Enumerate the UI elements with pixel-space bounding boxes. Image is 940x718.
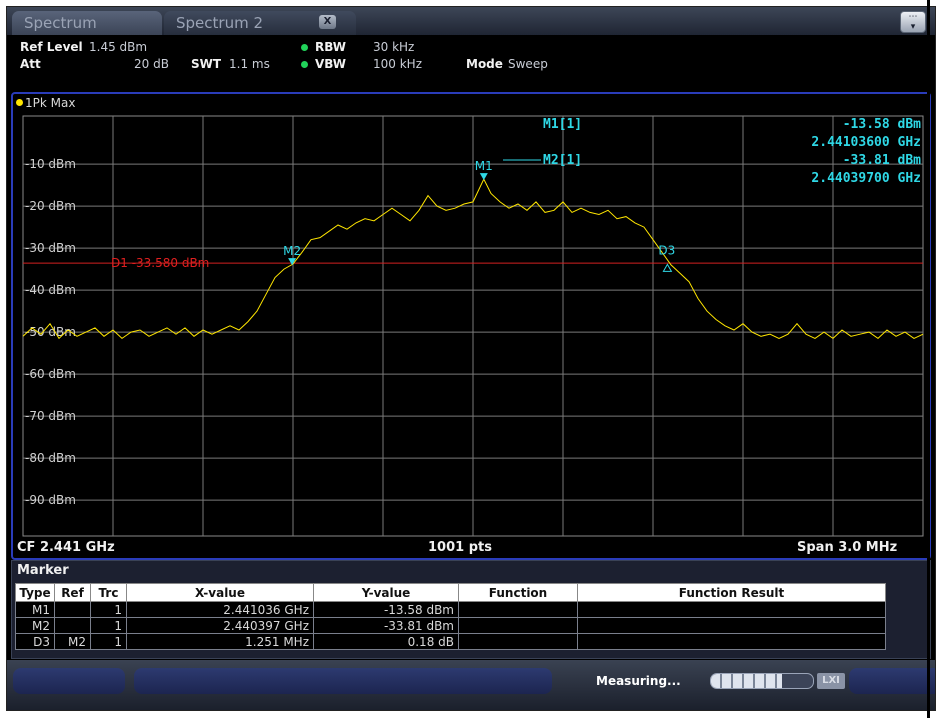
sweep-points: 1001 pts: [428, 540, 492, 555]
cell: 2.440397 GHz: [126, 617, 314, 634]
cell: 0.18 dB: [313, 633, 459, 650]
readout-m2-name: M2[1]: [543, 153, 582, 168]
readout-m1-name: M1[1]: [543, 117, 582, 132]
y-tick-label: -20 dBm: [25, 199, 76, 213]
tab-spectrum[interactable]: Spectrum: [12, 11, 162, 35]
sweep-progress-fill: [711, 674, 783, 688]
readout-m2-level: -33.81 dBm: [843, 153, 921, 168]
y-tick-label: -60 dBm: [25, 367, 76, 381]
cell: [577, 633, 886, 650]
cell: M2: [54, 633, 91, 650]
cell: 1.251 MHz: [126, 633, 314, 650]
cell: [458, 633, 578, 650]
trace-label: 1Pk Max: [16, 96, 75, 110]
vbw-value: 100 kHz: [373, 57, 422, 71]
table-row[interactable]: M2 1 2.440397 GHz -33.81 dBm: [15, 617, 886, 634]
marker-symbol-m2: [288, 258, 297, 266]
y-tick-label: -90 dBm: [25, 493, 76, 507]
status-message-field: [134, 668, 552, 694]
att-label: Att: [20, 57, 41, 71]
vbw-label: VBW: [315, 57, 347, 71]
att-value: 20 dB: [134, 57, 169, 71]
table-row[interactable]: D3 M2 1 1.251 MHz 0.18 dB: [15, 633, 886, 650]
mode-value: Sweep: [508, 57, 548, 71]
rbw-label: RBW: [315, 40, 346, 54]
frequency-span: Span 3.0 MHz: [797, 540, 898, 555]
col-function-result: Function Result: [577, 583, 886, 602]
table-row[interactable]: M1 1 2.441036 GHz -13.58 dBm: [15, 601, 886, 618]
col-y-value: Y-value: [313, 583, 459, 602]
center-frequency: CF 2.441 GHz: [17, 540, 115, 555]
rbw-value: 30 kHz: [373, 40, 415, 54]
y-tick-label: -30 dBm: [25, 241, 76, 255]
cell: D3: [15, 633, 55, 650]
cell: [577, 617, 886, 634]
col-ref: Ref: [54, 583, 91, 602]
readout-m2-frequency: 2.44039700 GHz: [811, 171, 921, 186]
rbw-coupled-indicator: [301, 44, 308, 51]
swt-label: SWT: [191, 57, 222, 71]
cell: 2.441036 GHz: [126, 601, 314, 618]
col-trc: Trc: [90, 583, 127, 602]
marker-symbol-m1: [479, 173, 488, 181]
spectrum-display[interactable]: -10 dBm -20 dBm -30 dBm -40 dBm -50 dBm -60 d…: [11, 92, 931, 560]
vbw-coupled-indicator: [301, 61, 308, 68]
tab-bar: Spectrum Spectrum 2 X ⋯ ▾: [7, 7, 935, 35]
col-function: Function: [458, 583, 578, 602]
y-tick-label: -50 dBm: [25, 325, 76, 339]
status-text: Measuring...: [596, 674, 681, 688]
trace-1-line: [22, 177, 924, 340]
marker-table-panel: Marker Type Ref Trc X-value Y-value Func…: [11, 560, 931, 659]
cell: M1: [15, 601, 55, 618]
window-edge: [927, 0, 930, 718]
sweep-progress-bar: [710, 673, 814, 689]
ref-level-label: Ref Level: [20, 40, 83, 54]
cell: 1: [90, 601, 127, 618]
cell: [54, 601, 91, 618]
marker-label-m2: M2: [283, 244, 301, 258]
cell: [577, 601, 886, 618]
overflow-menu-icon[interactable]: ⋯ ▾: [900, 11, 926, 33]
cell: -33.81 dBm: [313, 617, 459, 634]
cell: 1: [90, 633, 127, 650]
marker-symbol-d3: [662, 263, 673, 272]
trace-mode: 1Pk Max: [25, 96, 76, 110]
marker-table: Type Ref Trc X-value Y-value Function Fu…: [15, 583, 886, 650]
cell: -13.58 dBm: [313, 601, 459, 618]
settings-header: Ref Level 1.45 dBm Att 20 dB SWT 1.1 ms …: [7, 35, 935, 93]
display-line-label: D1 -33.580 dBm: [111, 256, 209, 270]
readout-m1-level: -13.58 dBm: [843, 117, 921, 132]
status-bar: Measuring... LXI: [7, 660, 935, 710]
trace-indicator-dot: [16, 99, 23, 106]
swt-value: 1.1 ms: [229, 57, 270, 71]
analyzer-window: Spectrum Spectrum 2 X ⋯ ▾ Ref Level 1.45 …: [6, 6, 936, 711]
lxi-logo: LXI: [817, 673, 845, 689]
cell: 1: [90, 617, 127, 634]
y-tick-label: -70 dBm: [25, 409, 76, 423]
marker-label-d3: D3: [658, 243, 675, 257]
col-x-value: X-value: [126, 583, 314, 602]
y-tick-label: -10 dBm: [25, 157, 76, 171]
cell: [458, 601, 578, 618]
cell: [54, 617, 91, 634]
y-tick-label: -40 dBm: [25, 283, 76, 297]
status-field-right: [849, 668, 935, 694]
close-icon[interactable]: X: [319, 15, 336, 29]
marker-table-title: Marker: [17, 563, 69, 578]
cell: [458, 617, 578, 634]
y-tick-label: -80 dBm: [25, 451, 76, 465]
col-type: Type: [15, 583, 55, 602]
readout-m1-frequency: 2.44103600 GHz: [811, 135, 921, 150]
cell: M2: [15, 617, 55, 634]
spectrum-plot[interactable]: -10 dBm -20 dBm -30 dBm -40 dBm -50 dBm -60 d…: [13, 94, 929, 558]
ref-level-value: 1.45 dBm: [89, 40, 148, 54]
mode-label: Mode: [466, 57, 503, 71]
status-field-left: [13, 668, 125, 694]
marker-label-m1: M1: [475, 159, 493, 173]
